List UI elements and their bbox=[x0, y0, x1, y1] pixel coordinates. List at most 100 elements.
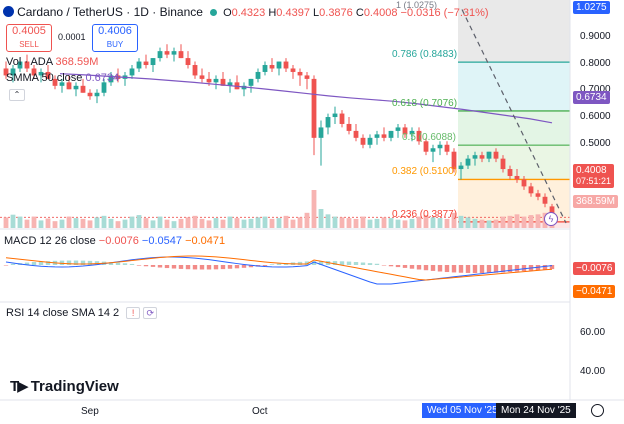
buy-button[interactable]: 0.4006 BUY bbox=[92, 24, 138, 52]
volume-bar bbox=[276, 218, 282, 228]
macd-hist-bar bbox=[45, 261, 51, 265]
candle-body bbox=[3, 68, 9, 76]
volume-bar bbox=[150, 220, 156, 228]
brand-name: TradingView bbox=[30, 378, 119, 395]
volume-bar bbox=[122, 219, 128, 228]
volume-bar bbox=[17, 216, 23, 228]
macd-hist-bar bbox=[472, 265, 478, 274]
price-tick: 0.9000 bbox=[580, 31, 611, 42]
volume-label: Vol · ADA bbox=[6, 56, 53, 68]
sell-button[interactable]: 0.4005 SELL bbox=[6, 24, 52, 52]
volume-price-tag: 368.59M bbox=[573, 195, 618, 208]
volume-bar bbox=[451, 212, 457, 228]
candle-body bbox=[493, 151, 499, 159]
low-label: L bbox=[313, 7, 320, 19]
price-tick: 0.6000 bbox=[580, 111, 611, 122]
candle-body bbox=[542, 196, 548, 204]
macd-hist-bar bbox=[311, 261, 317, 265]
volume-bar bbox=[248, 218, 254, 228]
macd-hist-bar bbox=[304, 261, 310, 265]
fib-top-price-tag: 1.0275 bbox=[573, 1, 610, 14]
candle-body bbox=[318, 127, 324, 138]
fib-level-label: 0.618 (0.7076) bbox=[392, 97, 458, 109]
candle-body bbox=[199, 75, 205, 79]
symbol-title[interactable]: Cardano / TetherUS · 1D · Binance bbox=[17, 5, 203, 19]
macd-hist-bar bbox=[66, 260, 72, 265]
candle-body bbox=[73, 85, 79, 90]
candle-body bbox=[360, 137, 366, 145]
candle-body bbox=[94, 92, 100, 97]
volume-bar bbox=[213, 218, 219, 228]
close-label: C bbox=[355, 7, 364, 19]
volume-bar bbox=[437, 218, 443, 228]
volume-bar bbox=[136, 215, 142, 228]
macd-hist-bar bbox=[276, 263, 282, 265]
buy-label: BUY bbox=[106, 40, 124, 49]
volume-legend[interactable]: Vol · ADA 368.59M bbox=[6, 56, 98, 68]
candle-body bbox=[311, 78, 317, 138]
volume-bar bbox=[388, 218, 394, 228]
rsi-legend[interactable]: RSI 14 close SMA 14 2 ! ⟳ bbox=[6, 307, 158, 319]
lightning-icon[interactable]: ϟ bbox=[544, 212, 558, 226]
candle-body bbox=[374, 134, 380, 138]
candle-body bbox=[367, 137, 373, 145]
candle-body bbox=[66, 82, 72, 90]
macd-hist-bar bbox=[479, 265, 485, 274]
candle-body bbox=[381, 134, 387, 138]
macd-hist-bar bbox=[115, 262, 121, 265]
alert-icon[interactable]: ! bbox=[126, 307, 141, 319]
tradingview-logo[interactable]: T▶ TradingView bbox=[10, 377, 119, 395]
macd-hist-bar bbox=[458, 265, 464, 273]
macd-hist-bar bbox=[416, 265, 422, 270]
chart-settings-icon[interactable] bbox=[591, 404, 604, 417]
candle-body bbox=[283, 61, 289, 69]
open-value: 0.4323 bbox=[231, 7, 266, 19]
volume-bar bbox=[178, 218, 184, 228]
macd-hist-bar bbox=[122, 263, 128, 265]
volume-bar bbox=[10, 214, 16, 228]
volume-bar bbox=[395, 219, 401, 228]
macd-hist-bar bbox=[423, 265, 429, 271]
macd-hist-bar bbox=[486, 265, 492, 273]
macd-hist-bar bbox=[402, 265, 408, 268]
macd-label: MACD 12 26 close bbox=[4, 235, 96, 247]
volume-bar bbox=[493, 219, 499, 228]
macd-hist-bar bbox=[367, 263, 373, 265]
volume-bar bbox=[304, 212, 310, 228]
tradingview-logo-icon: T▶ bbox=[10, 378, 29, 395]
symbol-logo-icon[interactable] bbox=[3, 6, 14, 17]
candle-body bbox=[24, 61, 30, 69]
macd-hist-bar bbox=[220, 265, 226, 270]
volume-bar bbox=[374, 218, 380, 228]
volume-bar bbox=[31, 216, 37, 228]
candle-body bbox=[325, 117, 331, 128]
collapse-legend-icon[interactable]: ⌃ bbox=[9, 89, 25, 101]
buy-price: 0.4006 bbox=[98, 25, 132, 37]
candle-body bbox=[248, 78, 254, 86]
macd-hist-bar bbox=[80, 260, 86, 265]
macd-hist-bar bbox=[3, 265, 9, 266]
candle-body bbox=[255, 71, 261, 79]
volume-bar bbox=[486, 220, 492, 228]
trend-line bbox=[461, 9, 567, 224]
volume-bar bbox=[220, 219, 226, 228]
volume-bar bbox=[80, 218, 86, 228]
macd-hist-bar bbox=[24, 262, 30, 265]
macd-hist-tag: −0.0076 bbox=[573, 262, 616, 275]
candle-body bbox=[528, 186, 534, 194]
candle-body bbox=[59, 82, 65, 86]
macd-legend[interactable]: MACD 12 26 close −0.0076 −0.0547 −0.0471 bbox=[4, 235, 225, 247]
smma-legend[interactable]: SMMA 50 close 0.6734 bbox=[6, 72, 119, 84]
macd-signal-line bbox=[5, 255, 553, 281]
macd-hist-bar bbox=[213, 265, 219, 270]
candle-body bbox=[227, 82, 233, 86]
macd-hist-bar bbox=[500, 265, 506, 273]
price-tick: 0.5000 bbox=[580, 138, 611, 149]
macd-hist-bar bbox=[353, 262, 359, 265]
volume-bar bbox=[241, 219, 247, 228]
volume-bar bbox=[234, 218, 240, 228]
rsi-settings-icon[interactable]: ⟳ bbox=[143, 307, 158, 319]
bar-countdown: 07:51:21 bbox=[576, 176, 612, 186]
volume-bar bbox=[108, 218, 114, 228]
